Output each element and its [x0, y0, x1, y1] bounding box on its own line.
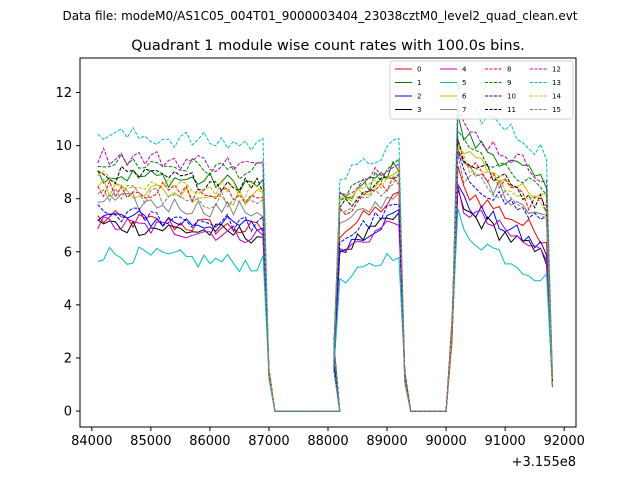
y-tick-label: 4 — [64, 298, 72, 313]
series-line-10 — [97, 151, 553, 412]
x-tick-label: 84000 — [71, 434, 112, 449]
legend-label-9: 9 — [507, 79, 511, 87]
chart-title: Quadrant 1 module wise count rates with … — [131, 38, 525, 54]
legend-label-7: 7 — [462, 106, 466, 114]
x-tick-label: 86000 — [189, 434, 230, 449]
series-line-9 — [97, 129, 553, 412]
x-tick-label: 91000 — [484, 434, 525, 449]
y-tick-label: 10 — [55, 139, 72, 154]
legend-label-2: 2 — [417, 93, 421, 101]
legend-label-3: 3 — [417, 106, 421, 114]
legend-label-6: 6 — [462, 93, 467, 101]
x-tick-label: 88000 — [307, 434, 348, 449]
series-line-15 — [97, 153, 553, 412]
y-tick-label: 8 — [64, 192, 72, 207]
legend-label-14: 14 — [552, 93, 561, 101]
series-line-12 — [97, 106, 553, 412]
legend-label-4: 4 — [462, 66, 467, 74]
x-tick-label: 85000 — [130, 434, 171, 449]
y-tick-label: 12 — [55, 86, 72, 101]
x-axis: 84000 85000 86000 87000 88000 89000 90000 91000… — [71, 427, 585, 449]
legend-label-10: 10 — [507, 93, 516, 101]
legend-label-1: 1 — [417, 79, 421, 87]
x-tick-label: 92000 — [544, 434, 585, 449]
y-tick-label: 6 — [64, 245, 72, 260]
legend-label-12: 12 — [552, 66, 561, 74]
legend-label-8: 8 — [507, 66, 511, 74]
figure-suptitle: Data file: modeM0/AS1C05_004T01_90000034… — [62, 9, 577, 23]
y-axis: 0 2 4 6 8 10 12 — [55, 86, 80, 420]
legend-label-13: 13 — [552, 79, 561, 87]
y-tick-label: 0 — [64, 405, 72, 420]
x-tick-label: 89000 — [366, 434, 407, 449]
legend-label-5: 5 — [462, 79, 466, 87]
legend-label-11: 11 — [507, 106, 516, 114]
legend-label-15: 15 — [552, 106, 561, 114]
legend-label-0: 0 — [417, 66, 421, 74]
y-tick-label: 2 — [64, 351, 72, 366]
legend-frame — [389, 60, 574, 120]
series-layer — [97, 83, 553, 412]
x-tick-label: 90000 — [425, 434, 466, 449]
x-offset-label: +3.155e8 — [512, 455, 576, 470]
plot-area: 84000 85000 86000 87000 88000 89000 90000 91000… — [55, 57, 585, 449]
x-tick-label: 87000 — [248, 434, 289, 449]
